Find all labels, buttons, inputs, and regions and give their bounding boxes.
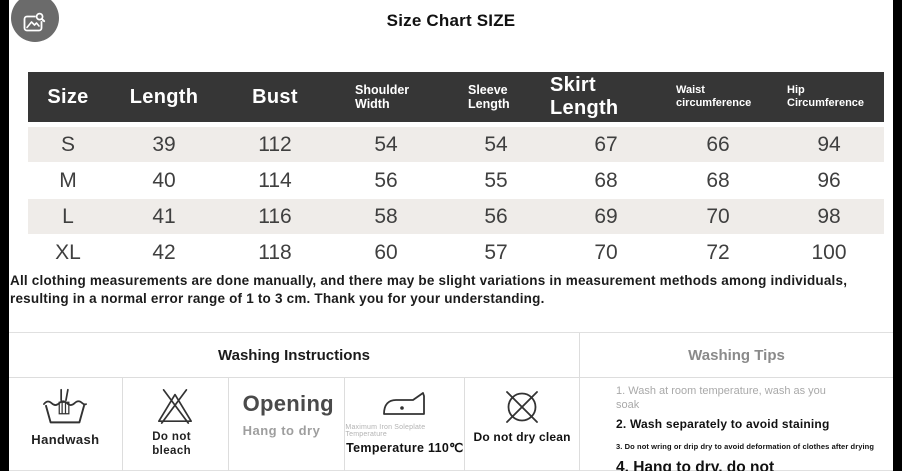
- cell-skirt: 68: [594, 168, 618, 192]
- cell-length: 40: [152, 168, 176, 192]
- cell-waist: 70: [706, 204, 730, 228]
- cell-skirt: 69: [594, 204, 618, 228]
- do-not-bleach-icon: [158, 388, 193, 424]
- washing-cell-hang-to-dry: Opening Hang to dry: [229, 378, 346, 471]
- column-header-bust: Bust: [252, 85, 298, 108]
- column-header-length: Length: [129, 85, 199, 108]
- washing-section: Washing Instructions Washing Tips Handwa…: [8, 332, 894, 471]
- column-header-waist-circumference: Waist circumference: [676, 83, 752, 109]
- washing-instructions-title: Washing Instructions: [9, 333, 580, 378]
- do-not-dry-clean-label: Do not dry clean: [473, 430, 571, 444]
- column-header-sleeve-length: Sleeve Length: [468, 82, 510, 111]
- handwash-label: Handwash: [31, 432, 100, 447]
- washing-tip-3: 3. Do not wring or drip dry to avoid def…: [616, 442, 875, 452]
- washing-cell-iron-temperature: Maximum Iron Soleplate Temperature Tempe…: [345, 378, 466, 471]
- size-chart-table: Size Length Bust Shoulder Width Sleeve L…: [28, 72, 884, 271]
- cell-hip: 96: [817, 168, 841, 192]
- cell-length: 42: [152, 240, 176, 264]
- cell-shoulder: 54: [374, 132, 398, 156]
- cell-sleeve: 57: [484, 240, 508, 264]
- image-search-icon: [23, 12, 46, 32]
- cell-waist: 68: [706, 168, 730, 192]
- do-not-bleach-label: Do not bleach: [152, 431, 192, 458]
- cell-size: XL: [55, 240, 81, 264]
- size-chart-body: S 39 112 54 54 67 66 94 M 40 114 56 55 6…: [28, 127, 884, 270]
- cell-skirt: 67: [594, 132, 618, 156]
- cell-bust: 118: [258, 240, 292, 264]
- size-chart-header-row: Size Length Bust Shoulder Width Sleeve L…: [28, 72, 884, 122]
- washing-cell-handwash: Handwash: [9, 378, 123, 471]
- hang-to-dry-label: Hang to dry: [242, 423, 321, 438]
- washing-instruction-cells: Handwash Do not bleach Opening Hang to d…: [9, 378, 580, 471]
- measurement-disclaimer: All clothing measurements are done manua…: [10, 273, 848, 306]
- cell-bust: 116: [258, 204, 292, 228]
- iron-temperature-label: Temperature 110℃: [346, 441, 464, 455]
- cell-hip: 94: [817, 132, 841, 156]
- handwash-icon: [43, 388, 88, 424]
- cell-hip: 98: [817, 204, 841, 228]
- washing-tips-title: Washing Tips: [580, 333, 893, 378]
- cell-waist: 66: [706, 132, 730, 156]
- page-title: Size Chart SIZE: [386, 11, 516, 30]
- cell-bust: 114: [258, 168, 292, 192]
- cell-shoulder: 60: [374, 240, 398, 264]
- cell-sleeve: 56: [484, 204, 508, 228]
- washing-cell-do-not-dry-clean: Do not dry clean: [465, 378, 579, 471]
- cell-hip: 100: [811, 240, 847, 264]
- iron-icon: [382, 392, 425, 415]
- column-header-skirt-length: Skirt Length: [550, 74, 619, 119]
- cell-sleeve: 55: [484, 168, 508, 192]
- cell-bust: 112: [258, 132, 292, 156]
- washing-tip-4: 4. Hang to dry, do not expose to direct: [616, 459, 775, 471]
- image-search-button[interactable]: [11, 0, 59, 42]
- cell-skirt: 70: [594, 240, 618, 264]
- cell-shoulder: 56: [374, 168, 398, 192]
- washing-tips-list: 1. Wash at room temperature, wash as you…: [580, 378, 893, 471]
- cell-length: 41: [152, 204, 176, 228]
- right-edge-bar: [893, 0, 902, 471]
- left-edge-bar: [0, 0, 9, 471]
- hang-to-dry-title: Opening: [242, 391, 334, 416]
- washing-tip-2: 2. Wash separately to avoid staining: [616, 417, 830, 432]
- table-row-xl: XL 42 118 60 57 70 72 100: [28, 235, 884, 270]
- do-not-dry-clean-icon: [506, 391, 538, 423]
- cell-shoulder: 58: [374, 204, 398, 228]
- cell-sleeve: 54: [484, 132, 508, 156]
- iron-note-label: Maximum Iron Soleplate Temperature: [345, 424, 426, 438]
- column-header-hip-circumference: Hip Circumference: [787, 83, 865, 109]
- cell-waist: 72: [706, 240, 730, 264]
- cell-size: M: [59, 168, 77, 192]
- table-row-l: L 41 116 58 56 69 70 98: [28, 199, 884, 234]
- washing-tip-1: 1. Wash at room temperature, wash as you…: [616, 385, 826, 412]
- column-header-size: Size: [47, 85, 89, 108]
- cell-length: 39: [152, 132, 176, 156]
- cell-size: L: [62, 204, 74, 228]
- column-header-shoulder-width: Shoulder Width: [355, 82, 410, 111]
- washing-cell-do-not-bleach: Do not bleach: [123, 378, 229, 471]
- table-row-m: M 40 114 56 55 68 68 96: [28, 163, 884, 198]
- table-row-s: S 39 112 54 54 67 66 94: [28, 127, 884, 162]
- cell-size: S: [60, 132, 75, 156]
